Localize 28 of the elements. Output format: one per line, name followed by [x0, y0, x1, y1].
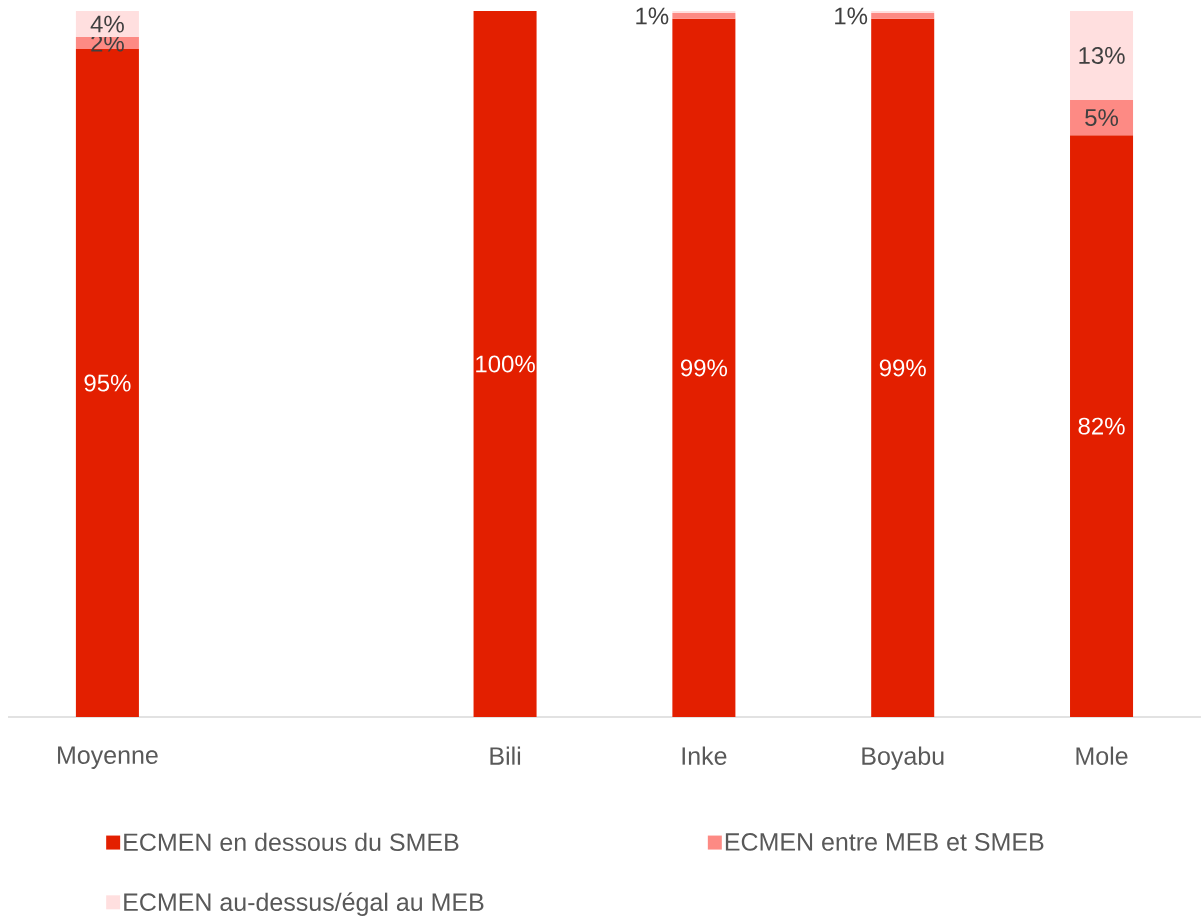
- data-label: 1%: [835, 7, 868, 25]
- bar: [672, 13, 736, 19]
- x-tick-label: Inke: [682, 746, 727, 765]
- legend-label: ECMEN en dessous du SMEB: [124, 832, 459, 852]
- data-label: 82%: [1078, 417, 1125, 435]
- data-label: 100%: [476, 355, 535, 373]
- bar: [1070, 10, 1134, 100]
- bar: [1070, 99, 1134, 136]
- bar: [871, 10, 935, 14]
- legend-label: ECMEN au-dessus/égal au MEB: [124, 892, 484, 916]
- legend-label: ECMEN entre MEB et SMEB: [725, 833, 1044, 851]
- bar: [672, 10, 736, 14]
- bar: [1070, 135, 1134, 717]
- data-label: 4%: [90, 15, 124, 33]
- bar: [672, 18, 736, 717]
- x-tick-label: Bili: [490, 746, 521, 765]
- data-label: 95%: [84, 374, 131, 392]
- bar: [871, 13, 935, 19]
- x-tick-label: Mole: [1076, 746, 1128, 765]
- data-label: 13%: [1079, 46, 1125, 64]
- x-tick-label: Boyabu: [862, 746, 944, 770]
- bar: [871, 18, 935, 717]
- data-label: 99%: [879, 359, 926, 377]
- data-label: 1%: [636, 7, 669, 25]
- data-label: 99%: [681, 359, 728, 377]
- bar: [473, 10, 537, 717]
- x-tick-label: Moyenne: [58, 746, 158, 769]
- data-label: 5%: [1085, 109, 1119, 127]
